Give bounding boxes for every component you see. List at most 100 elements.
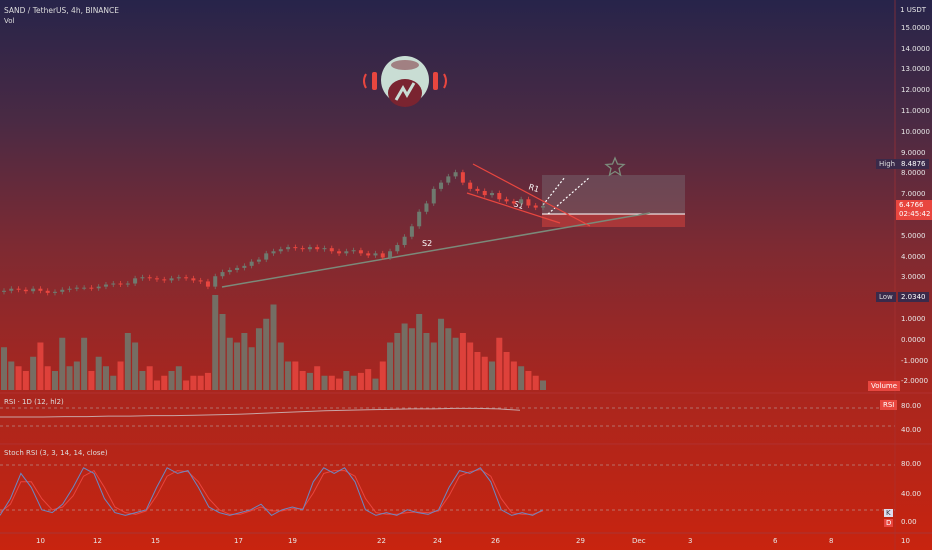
volume-bar — [285, 361, 292, 390]
rsi-tick-40: 40.00 — [901, 426, 922, 434]
price-tick: 9.0000 — [901, 148, 926, 157]
volume-bar — [540, 380, 546, 390]
candle-body — [52, 291, 57, 293]
target-zone — [542, 175, 685, 215]
candle-body — [184, 277, 189, 279]
stoch-tick-40: 40.00 — [901, 490, 922, 498]
price-tick: 5.0000 — [901, 231, 926, 240]
volume-bar — [357, 372, 364, 390]
trendline-s1 — [466, 192, 561, 224]
volume-bar — [525, 371, 532, 390]
rsi-tick-80: 80.00 — [901, 402, 922, 410]
volume-bar — [518, 366, 525, 390]
volume-bar — [343, 371, 350, 390]
candle-body — [67, 288, 72, 290]
price-tick: 10.0000 — [901, 127, 930, 136]
volume-bar — [132, 342, 139, 390]
candle-body — [395, 245, 400, 252]
candle-body — [351, 250, 356, 252]
volume-bar — [489, 361, 496, 390]
price-tick: 8.0000 — [901, 169, 926, 178]
rsi-badge: RSI — [880, 400, 898, 410]
bar-countdown: 02:45:42 — [899, 210, 931, 218]
candle-body — [315, 247, 320, 250]
candle-body — [125, 283, 130, 285]
volume-bar — [190, 375, 197, 390]
volume-bar — [1, 347, 7, 390]
time-tick: 26 — [491, 537, 500, 545]
candle-body — [2, 290, 6, 292]
volume-bar — [321, 375, 328, 390]
stoch-title[interactable]: Stoch RSI (3, 3, 14, 14, close) — [4, 449, 108, 457]
volume-bar — [532, 375, 539, 390]
candle-body — [497, 193, 502, 200]
price-tick: 13.0000 — [901, 65, 930, 74]
volume-bar — [212, 295, 219, 390]
volume-bar — [255, 328, 262, 390]
candle-body — [205, 281, 210, 287]
volume-bar — [168, 371, 175, 390]
candle-body — [286, 247, 291, 250]
volume-bar — [81, 337, 88, 390]
candle-body — [23, 289, 28, 292]
volume-bar — [314, 366, 321, 390]
volume-bar — [248, 347, 255, 390]
volume-bar — [510, 361, 517, 390]
stoch-d-badge: D — [884, 519, 894, 527]
candle-body — [439, 182, 444, 189]
price-tick: 14.0000 — [901, 44, 930, 53]
candle-body — [322, 248, 327, 250]
volume-bar — [226, 337, 233, 390]
volume-bar — [387, 342, 394, 390]
volume-bar — [438, 318, 445, 390]
candle-body — [366, 253, 371, 256]
rsi-title[interactable]: RSI · 1D (12, hl2) — [4, 398, 64, 406]
volume-bar — [328, 375, 335, 390]
time-tick: 8 — [829, 537, 834, 545]
time-tick: 19 — [288, 537, 297, 545]
symbol-title[interactable]: SAND / TetherUS, 4h, BINANCE — [4, 6, 120, 15]
candle-body — [147, 277, 152, 279]
trendline-r1 — [472, 163, 591, 227]
volume-bar — [496, 337, 503, 390]
last-price: 6.4766 — [899, 201, 924, 209]
volume-legend[interactable]: Vol — [4, 17, 15, 25]
volume-bar — [481, 356, 488, 390]
volume-bar — [88, 371, 95, 390]
candle-body — [242, 265, 247, 268]
time-tick: 10 — [36, 537, 45, 545]
volume-bar — [401, 323, 408, 390]
time-tick: 24 — [433, 537, 442, 545]
candle-body — [329, 248, 334, 252]
volume-bar — [372, 378, 379, 390]
candle-body — [373, 253, 378, 256]
volume-bar — [234, 342, 241, 390]
candle-body — [176, 277, 181, 279]
time-tick: 29 — [576, 537, 585, 545]
star-icon — [604, 156, 626, 177]
candle-body — [154, 278, 159, 280]
candle-body — [453, 172, 458, 177]
candle-body — [388, 251, 393, 258]
candle-body — [118, 283, 123, 285]
label-r1: R1 — [527, 182, 540, 194]
candle-body — [60, 289, 65, 292]
volume-bars — [1, 295, 546, 390]
time-tick: 15 — [151, 537, 160, 545]
price-unit: 1 USDT — [900, 6, 926, 14]
candle-body — [213, 276, 218, 287]
time-tick: 22 — [377, 537, 386, 545]
candle-body — [96, 286, 101, 289]
volume-bar — [459, 333, 466, 390]
volume-bar — [8, 361, 15, 390]
volume-bar — [474, 352, 481, 390]
candle-body — [446, 176, 451, 183]
stoch-tick-0: 0.00 — [901, 518, 917, 526]
stoch-d-line — [0, 468, 544, 515]
candle-body — [380, 253, 385, 258]
high-value: 8.4876 — [898, 159, 929, 169]
volume-bar — [44, 366, 51, 390]
volume-bar — [175, 366, 182, 390]
volume-bar — [51, 371, 58, 390]
